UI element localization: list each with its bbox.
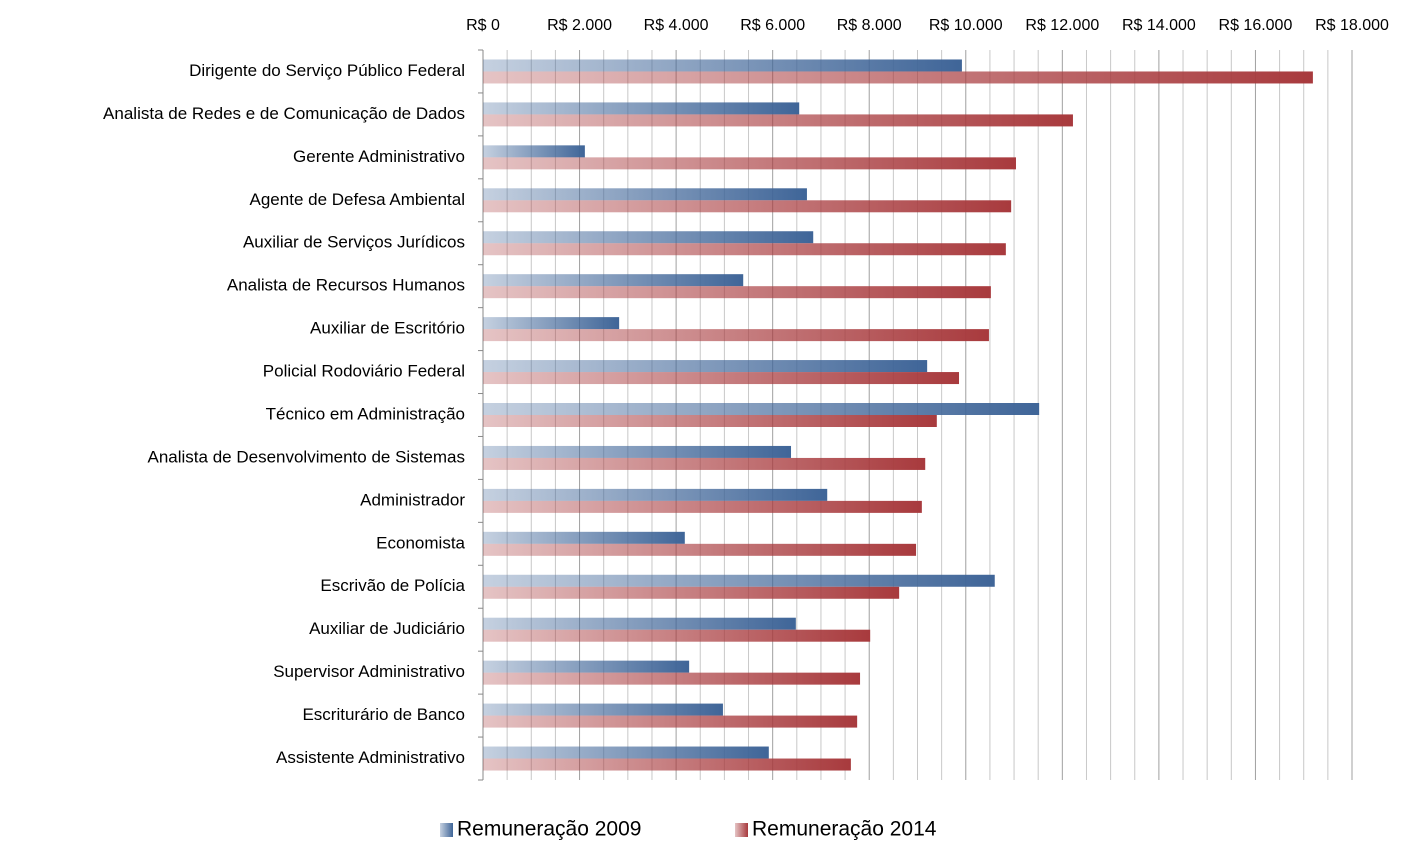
bar — [483, 102, 800, 115]
y-tick-label: Policial Rodoviário Federal — [263, 362, 465, 381]
y-tick-label: Assistente Administrativo — [276, 748, 465, 767]
bar — [483, 372, 960, 385]
bar — [483, 457, 926, 470]
x-tick-label: R$ 8.000 — [837, 17, 902, 34]
bar — [483, 500, 922, 513]
x-tick-label: R$ 10.000 — [929, 17, 1003, 34]
y-tick-label: Auxiliar de Escritório — [310, 319, 465, 338]
bar — [483, 415, 937, 427]
bar — [483, 574, 995, 587]
x-tick-label: R$ 14.000 — [1122, 17, 1196, 34]
bar — [483, 188, 807, 201]
legend-label: Remuneração 2014 — [752, 818, 937, 841]
bar — [483, 617, 796, 630]
bar — [483, 403, 1040, 415]
x-tick-label: R$ 2.000 — [547, 17, 612, 34]
y-tick-label: Auxiliar de Serviços Jurídicos — [243, 233, 465, 252]
bar — [483, 672, 861, 685]
bar — [483, 274, 744, 287]
y-tick-label: Analista de Desenvolvimento de Sistemas — [148, 447, 466, 466]
bar — [483, 231, 814, 244]
y-tick-label: Agente de Defesa Ambiental — [250, 190, 465, 209]
bar — [483, 703, 723, 716]
bar — [483, 629, 871, 642]
bar — [483, 488, 828, 501]
legend-swatch — [735, 823, 748, 837]
bar — [483, 157, 1016, 170]
bar — [483, 758, 851, 771]
bar — [483, 445, 792, 458]
x-tick-label: R$ 16.000 — [1219, 17, 1293, 34]
bar — [483, 746, 769, 759]
bar — [483, 586, 900, 599]
bar — [483, 531, 685, 544]
bar — [483, 715, 858, 728]
bar — [483, 360, 928, 373]
x-tick-label: R$ 12.000 — [1025, 17, 1099, 34]
bar — [483, 286, 991, 299]
y-tick-label: Técnico em Administração — [266, 404, 465, 423]
y-tick-label: Economista — [376, 533, 465, 552]
x-tick-label: R$ 6.000 — [740, 17, 805, 34]
bar — [483, 660, 690, 673]
y-tick-label: Supervisor Administrativo — [273, 662, 465, 681]
bar — [483, 329, 989, 342]
bar — [483, 200, 1012, 213]
legend-swatch — [440, 823, 453, 837]
legend-label: Remuneração 2009 — [457, 818, 641, 841]
bar — [483, 59, 962, 72]
x-tick-label: R$ 0 — [466, 17, 500, 34]
y-tick-label: Analista de Redes e de Comunicação de Da… — [103, 104, 465, 123]
bar — [483, 145, 585, 158]
y-tick-label: Auxiliar de Judiciário — [309, 619, 465, 638]
bar — [483, 243, 1006, 256]
y-tick-label: Analista de Recursos Humanos — [227, 276, 465, 295]
y-tick-label: Administrador — [360, 490, 465, 509]
y-tick-label: Escriturário de Banco — [302, 705, 465, 724]
y-tick-label: Dirigente do Serviço Público Federal — [189, 61, 465, 80]
x-tick-label: R$ 4.000 — [644, 17, 709, 34]
y-tick-label: Gerente Administrativo — [293, 147, 465, 166]
bar — [483, 543, 917, 556]
y-tick-label: Escrivão de Polícia — [320, 576, 465, 595]
bar — [483, 317, 620, 330]
bar — [483, 114, 1073, 127]
x-tick-label: R$ 18.000 — [1315, 17, 1389, 34]
bar — [483, 71, 1313, 84]
